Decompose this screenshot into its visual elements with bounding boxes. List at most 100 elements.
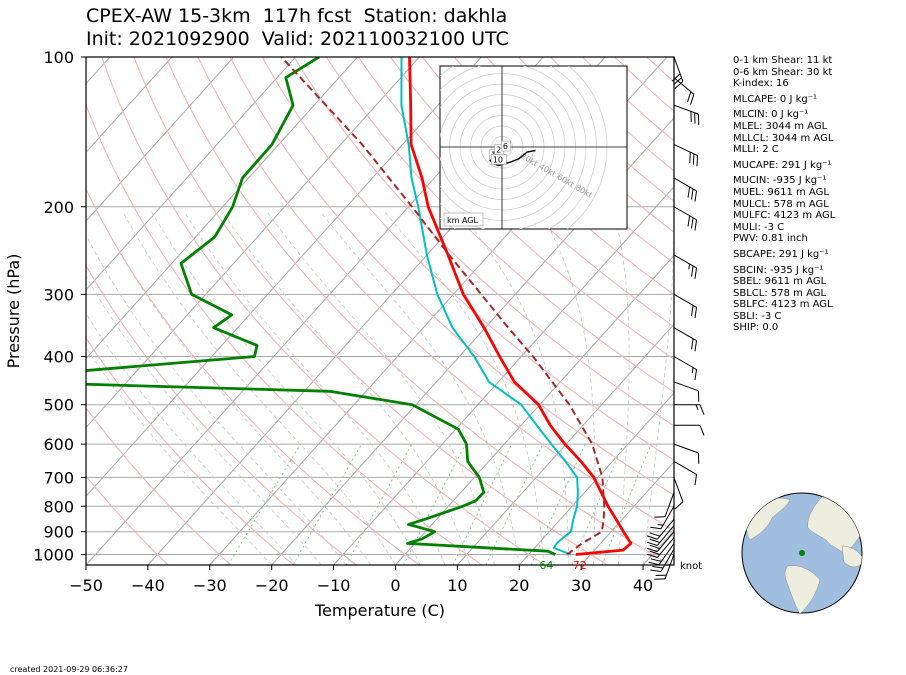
wind-barb-flag [699, 425, 705, 436]
stat-line: SHIP: 0.0 [733, 322, 779, 334]
wind-barb-flag [687, 215, 691, 227]
isotherm [395, 254, 674, 565]
hodograph-marker-label: 6 [503, 142, 508, 151]
stat-line: SBCAPE: 291 J kg⁻¹ [733, 248, 829, 260]
wind-barb-staff [673, 460, 697, 475]
wind-barb-staff [673, 104, 699, 115]
stat-line: SBLFC: 4123 m AGL [733, 299, 833, 311]
stat-line: MLCIN: 0 J kg⁻¹ [733, 109, 809, 121]
wind-barb-flag [646, 547, 658, 553]
x-tick-label: 40 [633, 576, 653, 595]
stat-line: 0-1 km Shear: 11 kt [733, 55, 833, 66]
stat-line: MUCIN: -935 J kg⁻¹ [733, 175, 827, 187]
isotherm [86, 57, 482, 497]
dry-adiabat [86, 407, 232, 565]
stat-line: MLEL: 3044 m AGL [733, 120, 828, 132]
dewpoint-line [86, 57, 556, 556]
x-tick-label: −40 [131, 576, 165, 595]
stat-line: MULFC: 4123 m AGL [733, 210, 836, 222]
dry-adiabat [357, 57, 674, 360]
wind-barb-staff [656, 519, 675, 540]
surface-temperature-label: 72 [573, 559, 587, 572]
wind-barb-flag [694, 219, 698, 231]
wind-barb [673, 144, 699, 167]
wind-barb-half-flag [691, 367, 694, 373]
wind-barb [646, 537, 675, 559]
wind-barb-flag [654, 516, 666, 518]
x-tick-label: 0 [390, 576, 400, 595]
moist-adiabat [122, 211, 396, 565]
isotherm [86, 57, 173, 154]
wind-barb-flag [691, 338, 694, 350]
dry-adiabat [325, 57, 674, 393]
wind-barb-flag [674, 501, 684, 510]
dry-adiabat [229, 57, 674, 496]
wind-barb-staff [656, 525, 675, 546]
surface-dewpoint-label: 64 [539, 559, 553, 572]
wind-barb-flag [692, 153, 695, 165]
wind-barb [673, 77, 695, 105]
wind-barb-flag [690, 111, 692, 123]
hodograph-marker-box [490, 154, 507, 165]
moist-adiabat [613, 211, 630, 565]
temperature-line [408, 57, 633, 556]
y-tick-label: 400 [43, 348, 74, 367]
mixing-ratio-line [452, 443, 513, 565]
wind-barb-flag [652, 566, 664, 569]
dry-adiabat [86, 187, 420, 565]
dry-adiabat [293, 57, 674, 427]
wind-barb-staff [673, 443, 699, 454]
dry-adiabat [165, 57, 671, 565]
moist-adiabat [540, 211, 596, 565]
wind-barb-flag [649, 532, 661, 537]
wind-barb [650, 548, 675, 573]
wind-barb-staff [673, 254, 697, 269]
wind-barb-flag [650, 526, 662, 530]
wind-barb-half-flag [695, 404, 699, 410]
stat-line: SBLI: -3 C [733, 310, 782, 322]
wind-barb-staff [656, 531, 675, 552]
wind-barb-staff [673, 327, 697, 342]
wind-barb [673, 327, 698, 352]
wind-barb [673, 104, 700, 125]
wind-barb-staff [673, 177, 697, 192]
hodograph-units-label: km AGL [447, 216, 479, 225]
wind-barb-flag [697, 390, 700, 402]
stats-panel: 0-1 km Shear: 11 kt 0-6 km Shear: 30 kt K-… [733, 55, 835, 334]
moist-adiabat [86, 275, 322, 565]
moist-adiabat [86, 312, 297, 565]
moist-adiabat [86, 234, 347, 565]
wind-barb-flag [650, 569, 662, 573]
wind-barb-staff [673, 144, 698, 157]
wind-barb-flag [646, 535, 658, 540]
isotherm [86, 57, 235, 222]
dry-adiabat [101, 57, 545, 565]
created-timestamp: created 2021-09-29 06:36:27 [10, 665, 128, 674]
wind-barb-flag [655, 574, 667, 576]
wind-barb-flag [694, 267, 698, 279]
wind-barb-flag [694, 307, 698, 319]
wind-barb [673, 356, 698, 381]
y-tick-label: 1000 [33, 545, 74, 564]
y-tick-label: 100 [43, 48, 74, 67]
y-tick-label: 900 [43, 523, 74, 542]
moist-adiabat [459, 211, 570, 565]
wind-barb [673, 460, 698, 486]
stat-line: K-index: 16 [733, 78, 789, 90]
wind-barb [654, 492, 675, 518]
wind-barb-flag [649, 550, 661, 555]
wind-barb-staff [673, 206, 697, 221]
moist-adiabat [384, 211, 545, 565]
dry-adiabat [133, 57, 608, 565]
wind-barb-flag [699, 404, 705, 415]
wind-barb-flag [671, 73, 681, 82]
globe-land-europe [841, 545, 862, 568]
y-tick-label: 700 [43, 468, 74, 487]
dry-adiabat [389, 57, 674, 328]
wind-barb [673, 254, 698, 279]
wind-barb-flag [674, 81, 684, 89]
hodograph: 20kt40kt60kt80kt12610 [440, 66, 627, 229]
stat-line: MLLI: 2 C [733, 144, 779, 156]
wind-barb-flag [687, 186, 691, 198]
isotherm [86, 57, 296, 291]
